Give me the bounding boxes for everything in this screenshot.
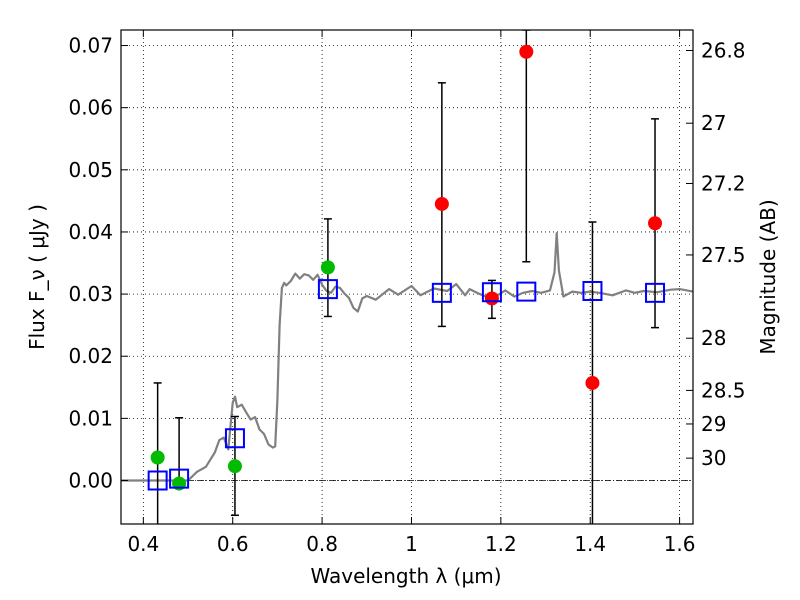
magnitude-tick-label: 28.5 [701,378,746,402]
plot-area [121,30,693,524]
y-tick-label: 0.04 [68,220,113,244]
y-tick-label: 0.00 [68,469,113,493]
magnitude-tick-label: 30 [701,446,726,470]
model-photometry-square [224,428,245,449]
x-tick-label: 0.6 [217,532,249,556]
data-point [484,291,499,306]
x-axis-label: Wavelength λ (μm) [310,564,501,588]
model-photometry-square [516,281,537,302]
model-photometry-square [582,280,603,301]
y-tick-label: 0.06 [68,96,113,120]
x-tick-label: 1 [405,532,418,556]
model-photometry-square [147,470,168,491]
y-tick-label: 0.03 [68,282,113,306]
x-tick-label: 1.6 [664,532,696,556]
model-spectrum-line [121,232,693,482]
y-axis-right-label: Magnitude (AB) [756,199,780,354]
magnitude-tick-label: 29 [701,412,726,436]
data-point [434,196,449,211]
y-tick-label: 0.07 [68,34,113,58]
data-point [320,260,335,275]
y-tick-label: 0.02 [68,344,113,368]
model-photometry-square [481,282,502,303]
x-tick-label: 1.2 [485,532,517,556]
y-axis-label: Flux F_ν ( μJy ) [25,204,49,350]
plot-frame [120,29,694,525]
model-photometry-square [431,282,452,303]
x-tick-label: 0.8 [306,532,338,556]
model-photometry-square [317,279,338,300]
data-point [150,450,165,465]
x-tick-label: 1.4 [574,532,606,556]
y-tick-label: 0.01 [68,406,113,430]
magnitude-tick-label: 27.2 [701,171,746,195]
y-tick-label: 0.05 [68,158,113,182]
x-tick-label: 0.4 [127,532,159,556]
magnitude-tick-label: 26.8 [701,39,746,63]
plot-marks [121,30,693,524]
magnitude-tick-label: 28 [701,326,726,350]
data-point [227,459,242,474]
data-point [585,375,600,390]
data-point [648,216,663,231]
model-photometry-square [169,468,190,489]
model-photometry-square [645,282,666,303]
magnitude-tick-label: 27.5 [701,243,746,267]
data-point [519,44,534,59]
magnitude-tick-label: 27 [701,111,726,135]
axis-ticks: 0.4 0.6 0.8 1 1.2 1.4 1.6 0.00 0.01 0.02 0.03 0.04 0… [68,30,746,556]
